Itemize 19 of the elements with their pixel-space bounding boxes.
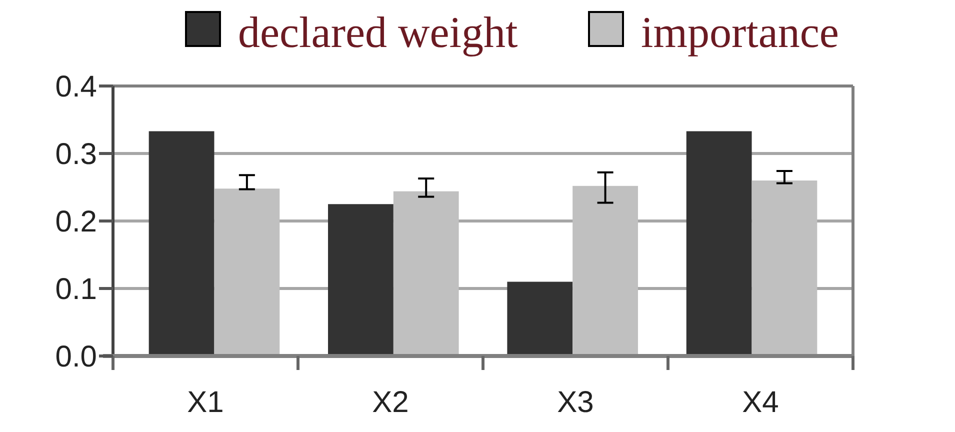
bar: [752, 180, 818, 356]
bar: [328, 204, 394, 356]
y-tick-label: 0.2: [55, 206, 97, 238]
bar: [686, 131, 752, 356]
y-tick-label: 0.1: [55, 273, 97, 306]
x-tick-label: X4: [742, 386, 779, 419]
x-tick-label: X2: [372, 386, 409, 419]
x-tick-label: X1: [187, 386, 224, 419]
bar: [214, 188, 280, 356]
x-tick-label: X3: [557, 386, 594, 419]
bar: [572, 186, 638, 356]
bar: [393, 191, 459, 356]
bar: [507, 282, 573, 356]
legend-label: declared weight: [238, 8, 518, 57]
bar: [148, 131, 214, 356]
legend-label: importance: [641, 8, 839, 57]
y-tick-label: 0.4: [55, 70, 97, 104]
y-tick-label: 0.0: [55, 340, 97, 374]
y-tick-label: 0.3: [55, 138, 97, 171]
